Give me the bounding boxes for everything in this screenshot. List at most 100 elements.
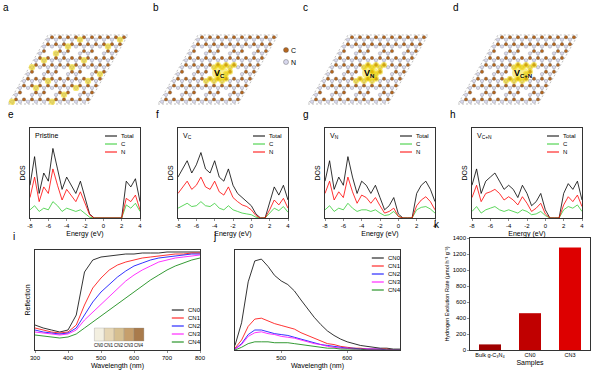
svg-text:Wavelength (nm): Wavelength (nm) — [291, 362, 344, 370]
svg-text:600: 600 — [342, 355, 353, 361]
svg-text:-2: -2 — [524, 223, 530, 229]
svg-text:Bulk g-C₃N₄: Bulk g-C₃N₄ — [475, 352, 505, 358]
svg-text:V​C+N​: V​C+N​ — [477, 132, 492, 140]
svg-text:CN4: CN4 — [388, 287, 401, 293]
svg-text:j: j — [213, 231, 216, 242]
svg-text:Samples: Samples — [516, 359, 544, 367]
svg-text:CN1: CN1 — [188, 315, 201, 321]
svg-text:e: e — [8, 109, 14, 120]
svg-text:c: c — [303, 2, 308, 13]
svg-text:Total: Total — [269, 133, 282, 139]
svg-text:CN3: CN3 — [388, 279, 401, 285]
svg-text:Hydrogen Evolution Rate (μmol: Hydrogen Evolution Rate (μmol h⁻¹ g⁻¹) — [444, 246, 450, 341]
svg-text:-6: -6 — [488, 223, 494, 229]
svg-text:Energy (eV): Energy (eV) — [66, 230, 103, 238]
svg-text:DOS: DOS — [461, 165, 468, 181]
svg-text:2: 2 — [120, 223, 124, 229]
svg-text:-4: -4 — [506, 223, 512, 229]
svg-text:-6: -6 — [194, 223, 200, 229]
svg-text:CN4: CN4 — [134, 343, 143, 348]
svg-text:Total: Total — [416, 133, 429, 139]
svg-text:CN0: CN0 — [524, 352, 535, 358]
svg-text:CN4: CN4 — [188, 339, 201, 345]
svg-text:g: g — [303, 109, 309, 120]
svg-text:N: N — [291, 59, 296, 66]
svg-text:-2: -2 — [82, 223, 88, 229]
svg-text:0: 0 — [102, 223, 106, 229]
svg-text:N: N — [563, 149, 567, 155]
svg-text:2: 2 — [562, 223, 566, 229]
svg-text:300: 300 — [30, 355, 41, 361]
svg-text:800: 800 — [456, 283, 467, 289]
svg-text:Wavelength (nm): Wavelength (nm) — [91, 362, 144, 370]
svg-text:Total: Total — [121, 133, 134, 139]
svg-text:VC: VC — [214, 68, 225, 79]
svg-text:k: k — [434, 219, 440, 230]
svg-text:4: 4 — [286, 223, 290, 229]
svg-text:400: 400 — [456, 315, 467, 321]
svg-text:0: 0 — [397, 223, 401, 229]
svg-text:DOS: DOS — [19, 165, 26, 181]
svg-text:CN2: CN2 — [388, 271, 401, 277]
svg-text:N: N — [416, 149, 420, 155]
svg-text:C: C — [269, 141, 274, 147]
svg-text:1400: 1400 — [453, 235, 467, 241]
svg-text:-8: -8 — [27, 223, 33, 229]
svg-text:0: 0 — [544, 223, 548, 229]
svg-text:4: 4 — [433, 223, 437, 229]
svg-text:-4: -4 — [64, 223, 70, 229]
svg-text:CN2: CN2 — [188, 323, 201, 329]
svg-text:CN1: CN1 — [104, 343, 113, 348]
svg-text:600: 600 — [129, 355, 140, 361]
svg-text:400: 400 — [63, 355, 74, 361]
svg-text:Reflection: Reflection — [24, 284, 31, 315]
svg-text:h: h — [450, 109, 456, 120]
svg-text:C: C — [121, 141, 126, 147]
svg-text:500: 500 — [276, 355, 287, 361]
svg-text:DOS: DOS — [314, 165, 321, 181]
svg-text:V​N​: V​N​ — [330, 132, 339, 140]
svg-text:N: N — [269, 149, 273, 155]
svg-text:V​C​: V​C​ — [183, 132, 192, 140]
svg-text:500: 500 — [96, 355, 107, 361]
svg-text:VC+N: VC+N — [514, 68, 532, 79]
svg-text:-4: -4 — [212, 223, 218, 229]
svg-text:f: f — [156, 109, 159, 120]
svg-text:-8: -8 — [322, 223, 328, 229]
svg-text:2: 2 — [268, 223, 272, 229]
svg-text:-6: -6 — [46, 223, 52, 229]
svg-text:Total: Total — [563, 133, 576, 139]
svg-text:2: 2 — [415, 223, 419, 229]
svg-text:Energy (eV): Energy (eV) — [508, 230, 545, 238]
svg-text:CN2: CN2 — [114, 343, 123, 348]
svg-text:CN3: CN3 — [564, 352, 575, 358]
svg-text:4: 4 — [138, 223, 142, 229]
svg-text:C: C — [416, 141, 421, 147]
svg-text:C: C — [563, 141, 568, 147]
svg-text:4: 4 — [580, 223, 584, 229]
svg-text:Energy (eV): Energy (eV) — [214, 230, 251, 238]
svg-text:CN1: CN1 — [388, 263, 401, 269]
svg-text:DOS: DOS — [167, 165, 174, 181]
svg-text:0: 0 — [250, 223, 254, 229]
svg-text:0: 0 — [463, 347, 467, 353]
svg-text:CN0: CN0 — [388, 255, 401, 261]
svg-text:1200: 1200 — [453, 251, 467, 257]
svg-text:-8: -8 — [469, 223, 475, 229]
svg-text:1000: 1000 — [453, 267, 467, 273]
svg-text:C: C — [291, 47, 296, 54]
svg-text:700: 700 — [162, 355, 173, 361]
svg-text:N: N — [121, 149, 125, 155]
svg-text:-8: -8 — [175, 223, 181, 229]
svg-text:CN0: CN0 — [188, 307, 201, 313]
svg-text:b: b — [153, 2, 159, 13]
svg-text:d: d — [453, 2, 459, 13]
svg-text:a: a — [3, 2, 9, 13]
svg-text:-4: -4 — [359, 223, 365, 229]
svg-text:i: i — [13, 231, 15, 242]
svg-text:-2: -2 — [377, 223, 383, 229]
svg-text:600: 600 — [456, 299, 467, 305]
svg-text:200: 200 — [456, 331, 467, 337]
svg-text:VN: VN — [364, 68, 374, 79]
svg-text:800: 800 — [195, 355, 206, 361]
